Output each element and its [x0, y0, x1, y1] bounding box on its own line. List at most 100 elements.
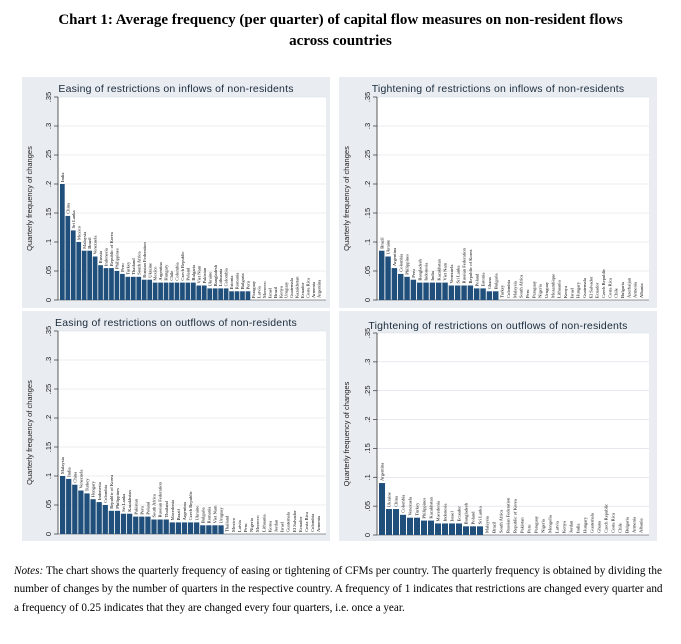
bar	[218, 288, 223, 300]
bar-label: Kazakhstan	[429, 496, 434, 518]
bar	[60, 476, 66, 534]
bar	[109, 268, 114, 300]
bar-label: Paraguay	[531, 280, 536, 298]
bar-label: Czech Republic	[180, 251, 185, 280]
bar-label: Costa Rica	[306, 278, 311, 298]
bar	[212, 525, 218, 534]
bar	[151, 519, 157, 534]
chart-panel-easing-outflows: 0.05.1.15.2.25.3.35 Quarterly frequency o…	[22, 311, 330, 541]
y-tick-label: 0	[363, 298, 372, 302]
bar	[175, 522, 182, 534]
bar-label: Indonesia	[424, 263, 429, 281]
bar	[194, 522, 200, 534]
bar	[120, 513, 127, 534]
panel-title: Tightening of restrictions on outflows o…	[368, 320, 628, 332]
y-tick-label: .15	[44, 208, 53, 218]
bar	[141, 279, 147, 300]
bar	[90, 499, 96, 534]
bar-label: Argentina	[158, 262, 163, 280]
bar	[417, 282, 423, 300]
bar-label: Macedonia	[436, 501, 441, 521]
bar-label: Macedonia	[170, 500, 175, 520]
bar	[130, 276, 136, 300]
bar-label: Costa Rica	[611, 513, 616, 533]
bar-label: Uruguay	[284, 281, 289, 298]
bar-label: Turkey	[85, 478, 90, 492]
bar-label: Bulgaria	[625, 517, 630, 533]
chart-panel-easing-inflows: 0.05.1.15.2.25.3.35 Quarterly frequency o…	[22, 77, 330, 308]
bar	[98, 265, 103, 300]
bar-label: Latvia	[237, 520, 242, 532]
bar-label: Armenia	[632, 517, 637, 533]
bar	[65, 215, 71, 300]
bar	[92, 256, 98, 300]
bar	[234, 291, 240, 300]
bar	[72, 484, 78, 534]
bar-label: Guatemala	[286, 512, 291, 532]
y-tick-label: .2	[363, 181, 372, 187]
bar-label: Bangladesh	[417, 258, 422, 280]
bar-label: South Africa	[499, 510, 504, 533]
y-tick-label: .25	[363, 385, 372, 395]
bar-label: Peru	[525, 289, 530, 298]
bar-label: Viet Nam	[196, 265, 201, 283]
bar-label: Albania	[639, 518, 644, 533]
bar-label: Ecuador	[298, 516, 303, 532]
y-tick-label: .3	[44, 123, 53, 129]
bar-label: Philippines	[115, 248, 120, 269]
bar-label: Philippines	[422, 498, 427, 519]
bar	[157, 519, 163, 534]
bar	[191, 282, 196, 300]
bar-label: Mexico	[153, 266, 158, 281]
bar	[87, 250, 92, 300]
bar-label: Ecuador	[595, 282, 600, 298]
bar	[127, 513, 133, 534]
bar-label: Korea	[267, 521, 272, 532]
bar	[386, 509, 393, 535]
bar-label: Peru	[243, 523, 248, 532]
bar-label: South Africa	[136, 251, 141, 274]
bar	[414, 517, 421, 535]
y-tick-label: 0	[44, 532, 53, 536]
bar	[200, 525, 206, 534]
y-tick-label: .3	[44, 357, 53, 363]
bar-label: Colombia	[103, 485, 108, 503]
bar	[206, 525, 212, 534]
bar-label: Republic of Korea	[513, 499, 518, 533]
bar	[185, 282, 191, 300]
bar-label: Viet Nam	[213, 505, 218, 523]
bar	[463, 526, 470, 535]
bar-label: Colombia	[175, 262, 180, 280]
bar	[181, 522, 188, 534]
bar	[493, 291, 499, 300]
bar-label: Republic of Korea	[109, 232, 114, 266]
bar-label: Mexico	[231, 517, 236, 532]
bar	[477, 526, 484, 535]
bar	[442, 282, 448, 300]
y-tick-label: .15	[363, 443, 372, 453]
bar	[78, 490, 84, 534]
bar	[456, 523, 463, 535]
bar-label: El Salvador	[292, 510, 297, 532]
bar-label: Nigeria	[541, 519, 546, 533]
y-tick-label: .1	[363, 239, 372, 245]
bar-label: Bangladesh	[464, 502, 469, 524]
y-tick-label: .15	[44, 442, 53, 452]
bar-label: Sri Lanka	[455, 266, 460, 284]
bar-label: Brazil	[87, 237, 92, 249]
bar-label: Romania	[235, 273, 240, 290]
y-tick-label: .05	[363, 501, 372, 511]
bar	[391, 268, 398, 300]
bar	[207, 288, 213, 300]
bar-label: Hungary	[576, 281, 581, 298]
bar-label: Russian Federation	[506, 497, 511, 533]
bar-label: South Africa	[519, 275, 524, 298]
figure-title: Chart 1: Average frequency (per quarter)…	[0, 10, 681, 52]
chart-panel-tightening-inflows: 0.05.1.15.2.25.3.35 Quarterly frequency o…	[339, 77, 657, 308]
bar	[133, 516, 139, 534]
bar-label: South Africa	[152, 494, 157, 517]
